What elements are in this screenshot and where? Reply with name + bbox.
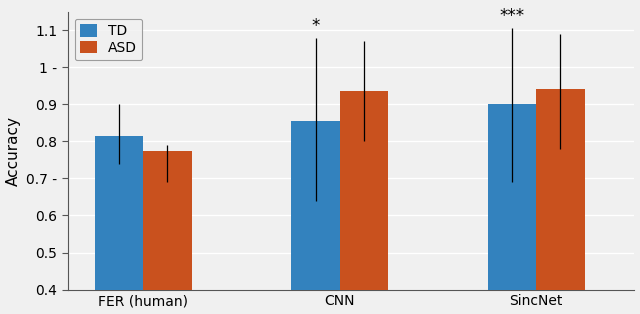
Bar — [340, 91, 388, 314]
Legend: TD, ASD: TD, ASD — [75, 19, 143, 61]
Bar — [291, 121, 340, 314]
Text: ***: *** — [499, 7, 525, 25]
Bar — [143, 151, 191, 314]
Bar — [95, 136, 143, 314]
Bar — [536, 89, 584, 314]
Bar — [488, 104, 536, 314]
Y-axis label: Accuracy: Accuracy — [6, 116, 20, 186]
Text: *: * — [311, 17, 320, 35]
